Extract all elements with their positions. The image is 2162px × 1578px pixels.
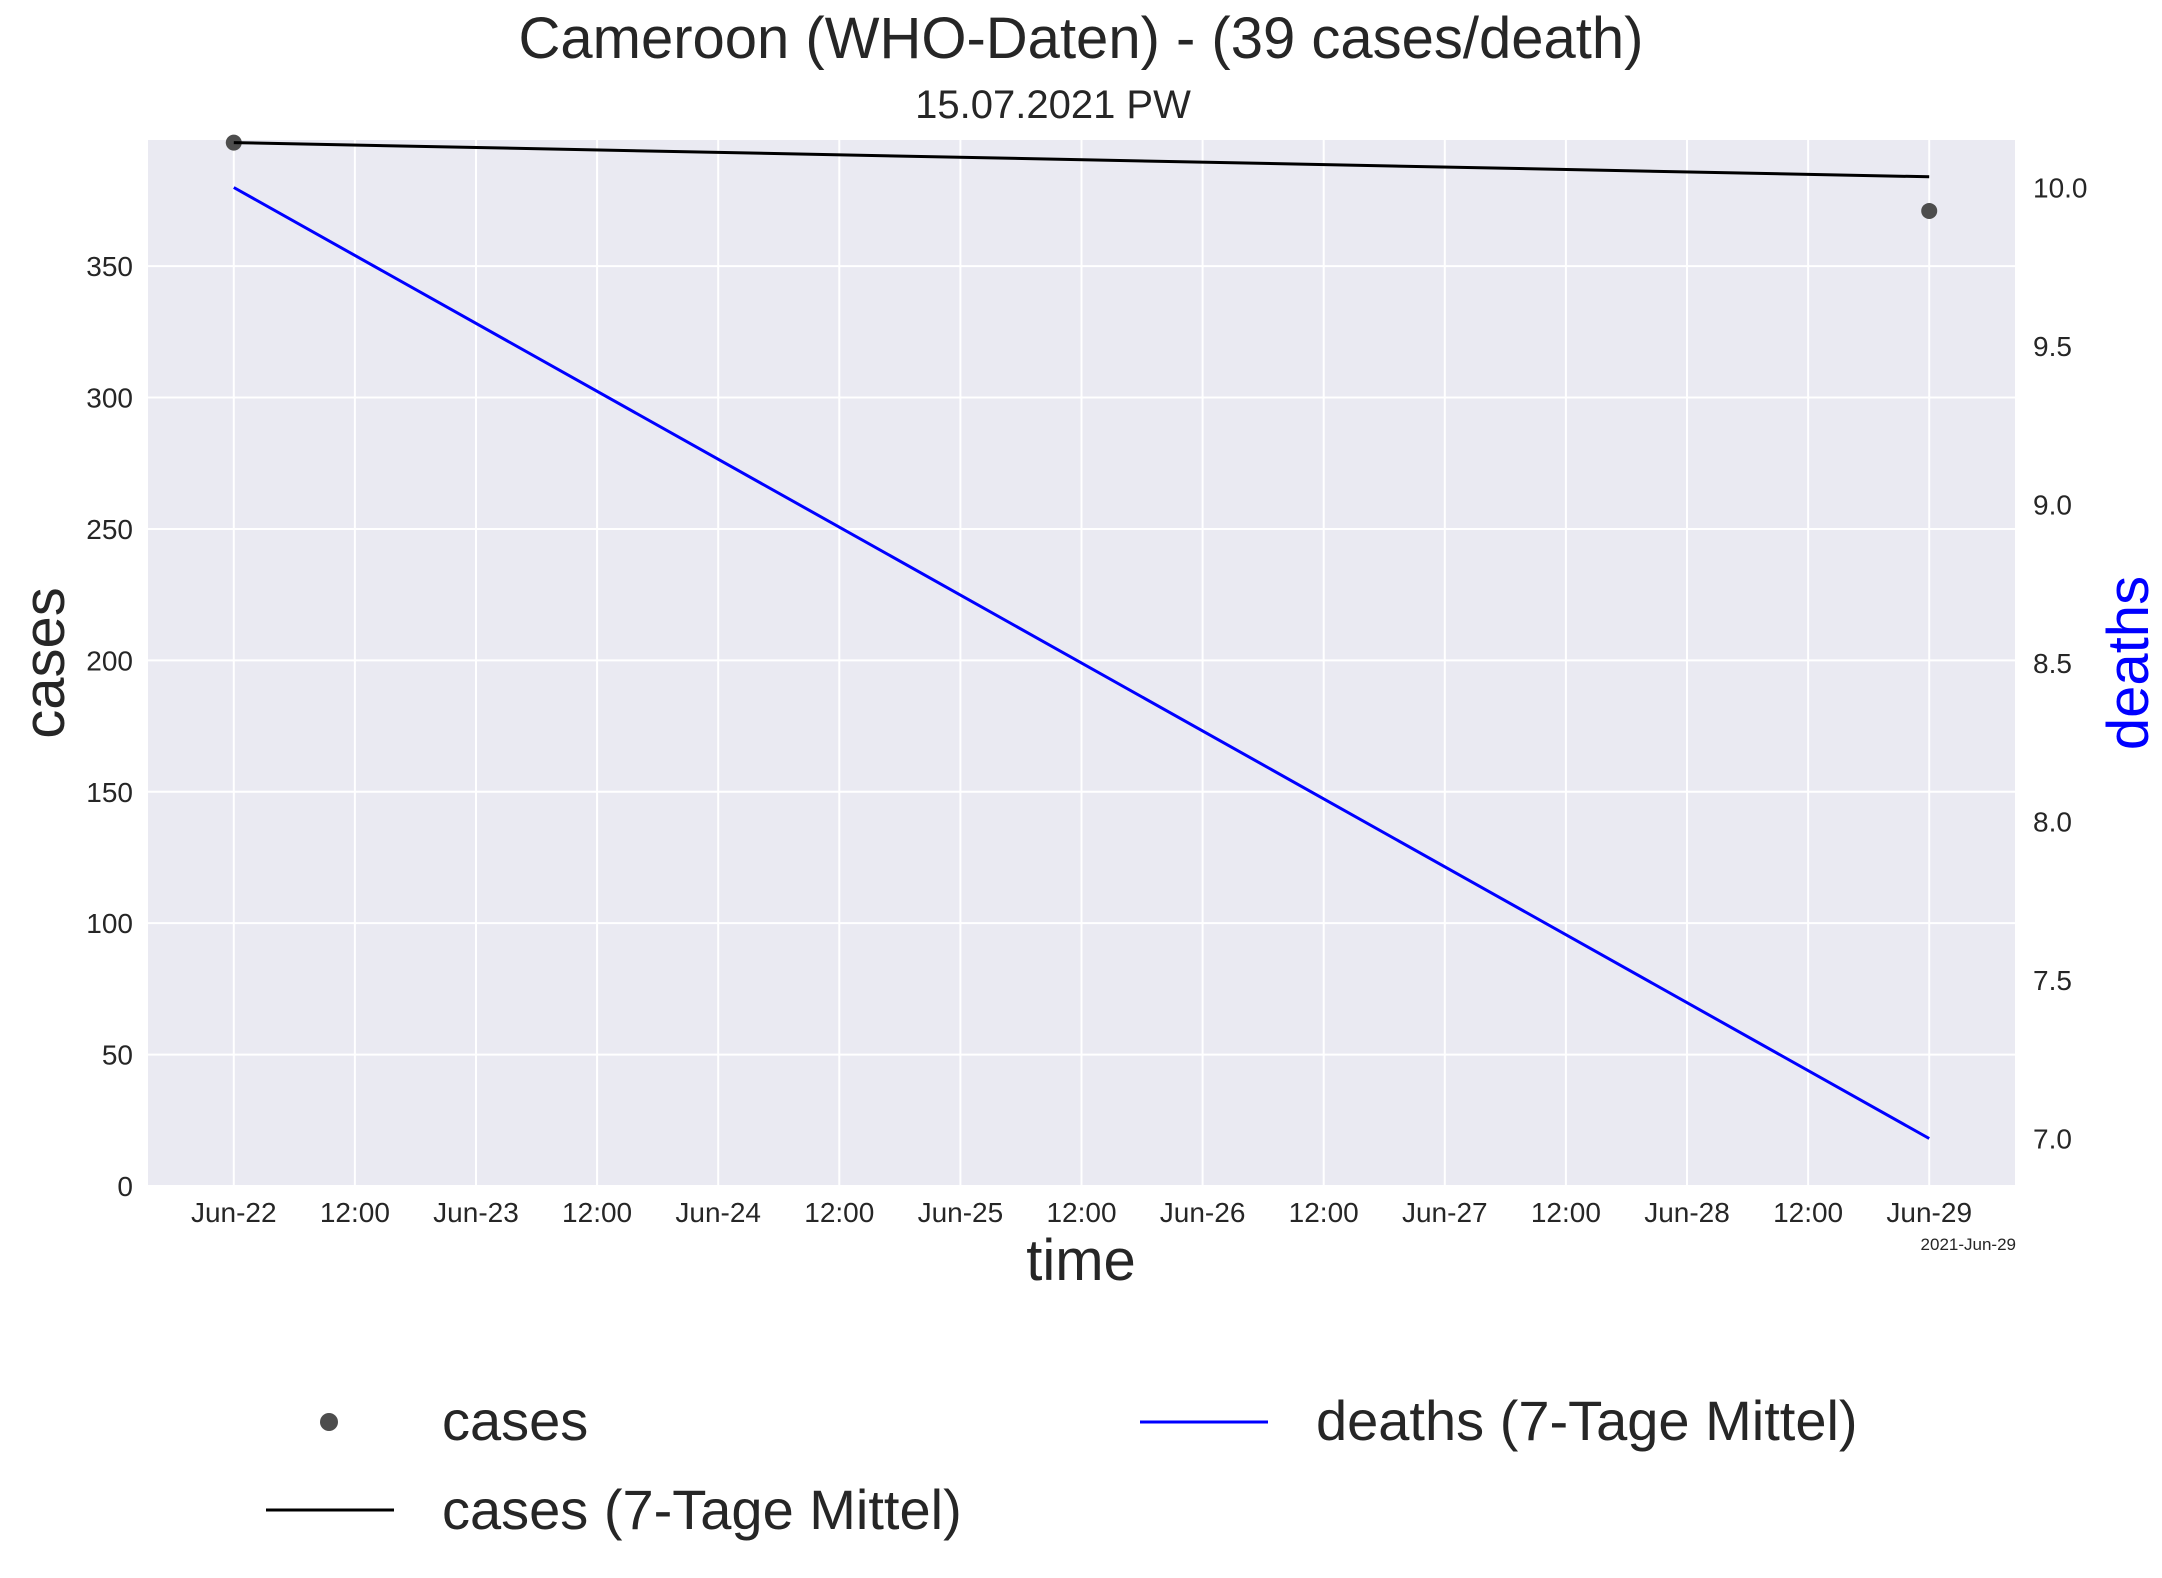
- y-left-tick-label: 200: [86, 645, 133, 676]
- y-right-tick-label: 9.0: [2033, 490, 2072, 521]
- y-right-tick-label: 8.5: [2033, 648, 2072, 679]
- x-tick-label: Jun-28: [1644, 1197, 1730, 1228]
- data-marks: [225, 134, 1938, 1140]
- x-tick-label: Jun-27: [1402, 1197, 1488, 1228]
- x-corner-label: 2021-Jun-29: [1921, 1235, 2016, 1254]
- data-point: [1921, 202, 1938, 219]
- x-tick-label: 12:00: [320, 1197, 390, 1228]
- chart-title: Cameroon (WHO-Daten) - (39 cases/death): [519, 6, 1644, 71]
- x-tick-label: 12:00: [1289, 1197, 1359, 1228]
- legend-deaths-avg-label: deaths (7-Tage Mittel): [1316, 1389, 1858, 1452]
- x-tick-label: 12:00: [1531, 1197, 1601, 1228]
- y-axis-label-right: deaths: [2096, 576, 2161, 750]
- x-tick-label: 12:00: [1046, 1197, 1116, 1228]
- y-left-tick-label: 100: [86, 908, 133, 939]
- legend: cases cases (7-Tage Mittel) deaths (7-Ta…: [266, 1389, 1858, 1541]
- tick-labels: Jun-22 12:00 Jun-23 12:00 Jun-24 12:00 Jun-25 1…: [86, 173, 2087, 1228]
- data-point: [225, 134, 242, 151]
- y-axis-label-left: cases: [12, 587, 77, 739]
- y-left-tick-label: 250: [86, 514, 133, 545]
- y-left-tick-label: 350: [86, 251, 133, 282]
- x-tick-label: Jun-26: [1160, 1197, 1246, 1228]
- y-right-tick-label: 8.0: [2033, 806, 2072, 837]
- legend-cases-avg-label: cases (7-Tage Mittel): [442, 1478, 962, 1541]
- y-left-tick-label: 150: [86, 777, 133, 808]
- y-left-tick-label: 50: [102, 1040, 133, 1071]
- x-tick-label: 12:00: [804, 1197, 874, 1228]
- x-tick-label: Jun-24: [675, 1197, 761, 1228]
- y-right-tick-label: 7.0: [2033, 1123, 2072, 1154]
- legend-cases-marker: [320, 1413, 338, 1431]
- y-left-tick-label: 300: [86, 383, 133, 414]
- x-tick-label: 12:00: [562, 1197, 632, 1228]
- y-left-tick-label: 0: [117, 1171, 133, 1202]
- cases-avg-line: [233, 141, 1930, 179]
- x-tick-label: Jun-29: [1886, 1197, 1972, 1228]
- y-right-tick-label: 9.5: [2033, 331, 2072, 362]
- chart-subtitle: 15.07.2021 PW: [915, 83, 1191, 127]
- legend-cases-label: cases: [442, 1389, 588, 1452]
- x-tick-label: Jun-25: [918, 1197, 1004, 1228]
- x-tick-label: Jun-22: [191, 1197, 277, 1228]
- deaths-avg-line: [233, 186, 1930, 1140]
- x-tick-label: Jun-23: [433, 1197, 519, 1228]
- y-right-tick-label: 7.5: [2033, 965, 2072, 996]
- x-axis-label: time: [1026, 1228, 1136, 1293]
- y-right-tick-label: 10.0: [2033, 173, 2088, 204]
- x-tick-label: 12:00: [1773, 1197, 1843, 1228]
- grid-lines: [148, 140, 2015, 1187]
